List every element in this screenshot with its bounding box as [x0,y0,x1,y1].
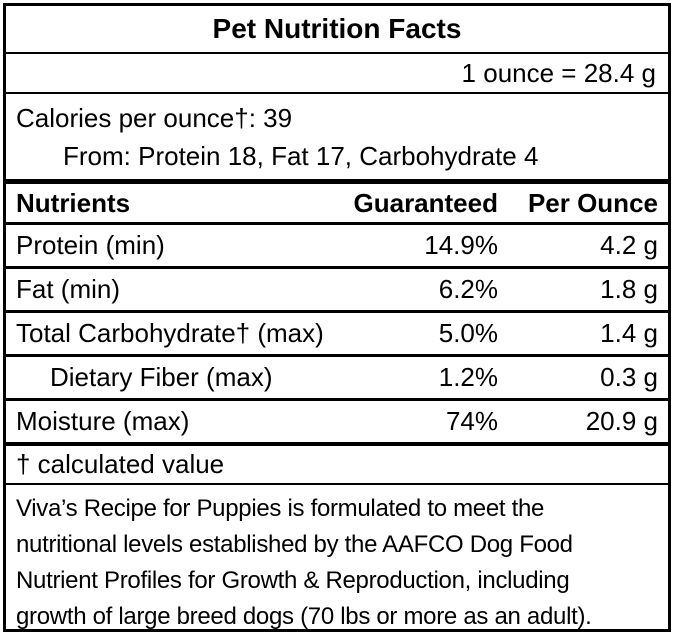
serving-equivalence-row: 1 ounce = 28.4 g [6,54,668,94]
nutrient-per-ounce-value: 20.9 g [585,406,658,436]
nutrient-name: Moisture (max) [16,406,190,436]
calories-from-text: From: Protein 18, Fat 17, Carbohydrate 4 [63,141,539,171]
nutrient-row: Moisture (max) 74% 20.9 g [6,401,668,446]
nutrient-per-ounce-value: 0.3 g [600,362,658,392]
footnote-text: † calculated value [16,449,225,479]
aafco-statement-line: nutritional levels established by the AA… [16,531,573,558]
nutrient-row: Total Carbohydrate† (max) 5.0% 1.4 g [6,313,668,357]
label-title: Pet Nutrition Facts [212,13,462,44]
nutrient-guaranteed-value: 14.9% [424,230,498,260]
nutrient-guaranteed-value: 6.2% [438,274,498,304]
nutrient-name: Protein (min) [16,230,165,260]
nutrient-row: Protein (min) 14.9% 4.2 g [6,225,668,269]
calories-per-ounce-text: Calories per ounce†: 39 [16,103,293,133]
nutrient-row: Fat (min) 6.2% 1.8 g [6,269,668,313]
aafco-statement-line: Nutrient Profiles for Growth & Reproduct… [16,567,570,594]
column-header-guaranteed: Guaranteed [353,187,499,218]
calories-section: Calories per ounce†: 39 From: Protein 18… [6,94,668,184]
label-title-row: Pet Nutrition Facts [6,6,668,54]
aafco-statement-line: Viva’s Recipe for Puppies is formulated … [16,495,545,522]
nutrient-guaranteed-value: 74% [445,406,498,436]
footnote-row: † calculated value [6,446,668,485]
aafco-statement-line: growth of large breed dogs (70 lbs or mo… [16,603,592,630]
nutrient-guaranteed-value: 1.2% [438,362,498,392]
column-header-nutrients: Nutrients [16,187,131,218]
aafco-statement: Viva’s Recipe for Puppies is formulated … [6,485,668,630]
column-header-per-ounce: Per Ounce [527,187,658,218]
serving-equivalence-text: 1 ounce = 28.4 g [461,57,656,88]
nutrient-per-ounce-value: 1.4 g [600,318,658,348]
pet-nutrition-facts-label: Pet Nutrition Facts 1 ounce = 28.4 g Cal… [3,3,671,632]
nutrient-row: Dietary Fiber (max) 1.2% 0.3 g [6,357,668,401]
nutrient-name: Total Carbohydrate† (max) [16,318,324,348]
nutrient-rows: Protein (min) 14.9% 4.2 g Fat (min) 6.2%… [6,225,668,446]
nutrients-table-header: Nutrients Guaranteed Per Ounce [6,184,668,225]
nutrient-per-ounce-value: 4.2 g [600,230,658,260]
nutrient-guaranteed-value: 5.0% [438,318,498,348]
nutrient-per-ounce-value: 1.8 g [600,274,658,304]
nutrient-name: Fat (min) [16,274,120,304]
nutrient-name: Dietary Fiber (max) [50,362,273,392]
